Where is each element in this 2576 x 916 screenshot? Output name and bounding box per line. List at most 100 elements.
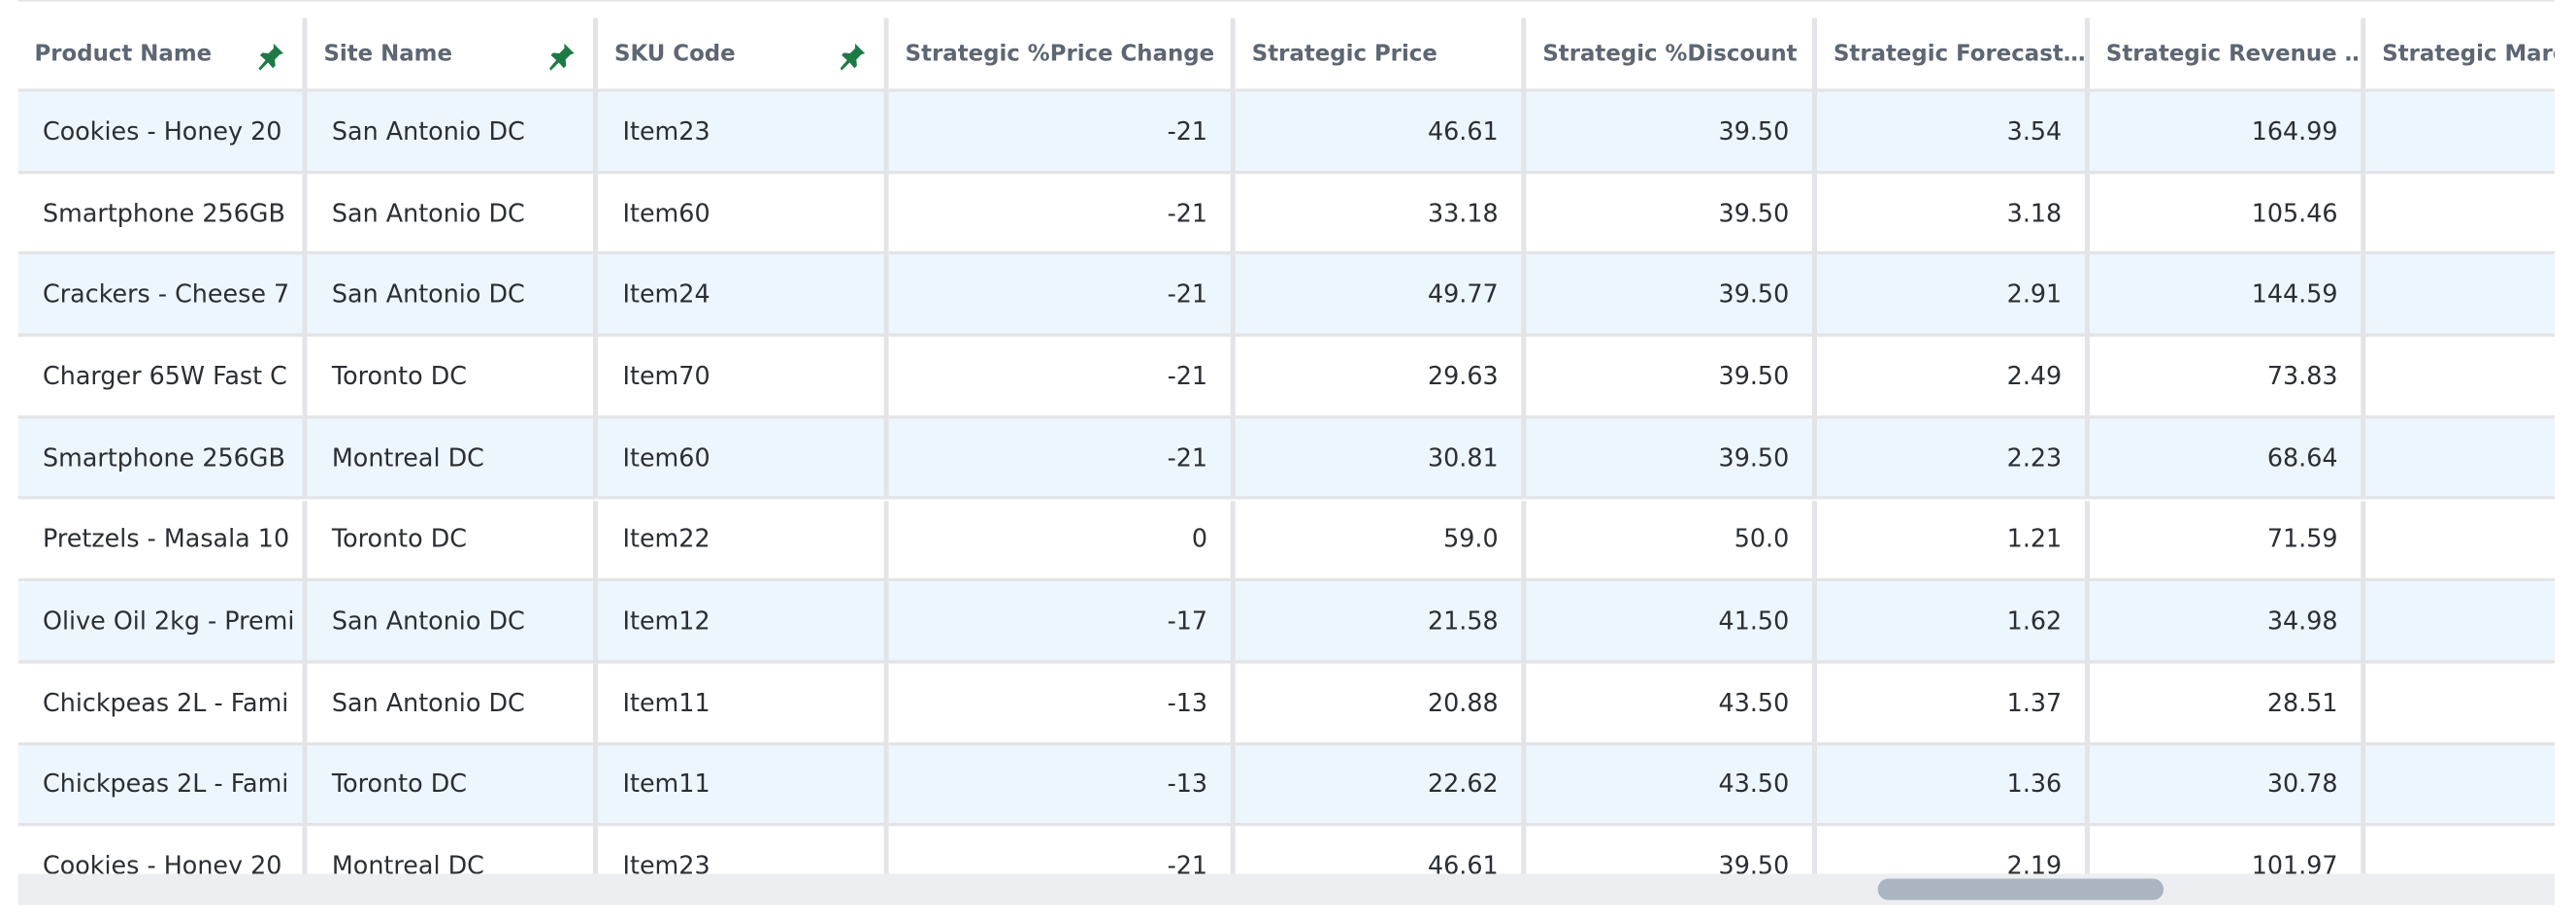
cell-text: Strategic %Discount xyxy=(1542,40,1798,67)
cell-text: Toronto DC xyxy=(331,361,467,391)
table-cell: 22.62 xyxy=(1235,744,1527,827)
table-cell: Smartphone 256GB xyxy=(17,173,308,255)
table-cell: 2.19 xyxy=(1817,826,2090,876)
cell-text: 2.49 xyxy=(2006,361,2063,391)
cell-text: Toronto DC xyxy=(331,769,467,800)
table-cell: Charger 65W Fast C xyxy=(17,337,308,419)
cell-text: Item11 xyxy=(622,687,710,718)
table-cell: San Antonio DC xyxy=(307,581,599,664)
cell-text: 1.36 xyxy=(2006,769,2063,800)
column-header[interactable]: Strategic %Discount xyxy=(1526,17,1818,92)
table-cell xyxy=(2365,581,2555,664)
cell-text: San Antonio DC xyxy=(331,279,525,310)
table-cell: Item23 xyxy=(598,826,889,876)
table-cell: 30.81 xyxy=(1235,418,1527,501)
table-cell: 1.21 xyxy=(1817,500,2090,582)
scrollbar-thumb[interactable] xyxy=(1877,878,2164,900)
table-cell: 39.50 xyxy=(1526,418,1818,501)
table-cell: -13 xyxy=(888,663,1236,745)
table-cell: Chickpeas 2L - Fami xyxy=(17,663,308,745)
table-cell xyxy=(2365,255,2555,338)
table-cell: 43.50 xyxy=(1526,663,1818,745)
table-cell: 73.83 xyxy=(2089,337,2366,419)
cell-text: Pretzels - Masala 10 xyxy=(43,524,290,554)
column-header[interactable]: Strategic Price xyxy=(1235,17,1527,92)
table-cell: Item60 xyxy=(598,173,889,255)
cell-text: 34.98 xyxy=(2266,605,2338,637)
cell-text: 39.50 xyxy=(1718,198,1790,228)
table-cell: -17 xyxy=(888,581,1236,664)
table-cell: San Antonio DC xyxy=(307,255,599,338)
cell-text: Cookies - Honey 20 xyxy=(43,115,282,147)
table-cell: 30.78 xyxy=(2089,744,2366,827)
cell-text: 73.83 xyxy=(2266,361,2338,391)
cell-text: Montreal DC xyxy=(331,442,484,473)
table-cell: San Antonio DC xyxy=(307,663,599,745)
cell-text: Item12 xyxy=(622,605,710,637)
column-header[interactable]: Site Name xyxy=(307,17,599,92)
column-header[interactable]: Strategic Revenue … xyxy=(2089,17,2366,92)
table-cell: 49.77 xyxy=(1235,255,1527,338)
cell-text: Item70 xyxy=(622,361,710,391)
cell-text: 50.0 xyxy=(1734,524,1790,554)
table-cell: San Antonio DC xyxy=(307,91,599,174)
table-cell: 39.50 xyxy=(1526,337,1818,419)
cell-text: 164.99 xyxy=(2251,115,2338,147)
table-cell: 2.49 xyxy=(1817,337,2090,419)
column-header[interactable]: Strategic Marg xyxy=(2365,17,2555,92)
cell-text: Strategic Marg xyxy=(2382,40,2555,67)
cell-text: -21 xyxy=(1167,851,1208,876)
cell-text: -21 xyxy=(1167,198,1208,228)
column-header[interactable]: Product Name xyxy=(17,17,308,92)
cell-text: 49.77 xyxy=(1427,279,1499,310)
data-grid: Product Name Site Name SKU Code Strategic %… xyxy=(17,0,2555,876)
cell-text: 1.62 xyxy=(2006,605,2063,637)
cell-text: 2.91 xyxy=(2006,279,2063,310)
table-cell: 46.61 xyxy=(1235,826,1527,876)
table-cell xyxy=(2365,500,2555,582)
table-cell: Chickpeas 2L - Fami xyxy=(17,744,308,827)
cell-text: 43.50 xyxy=(1718,687,1790,718)
cell-text: Item22 xyxy=(622,524,710,554)
cell-text: Strategic Forecast… xyxy=(1833,40,2086,67)
cell-text: 28.51 xyxy=(2266,687,2338,718)
table-cell: Item11 xyxy=(598,663,889,745)
cell-text: 39.50 xyxy=(1718,279,1790,310)
table-cell: Item12 xyxy=(598,581,889,664)
column-header[interactable]: Strategic Forecast… xyxy=(1817,17,2090,92)
table-cell: 29.63 xyxy=(1235,337,1527,419)
table-cell: -21 xyxy=(888,91,1236,174)
table-cell: 71.59 xyxy=(2089,500,2366,582)
pin-icon[interactable] xyxy=(256,41,285,71)
cell-text: 2.19 xyxy=(2006,851,2063,876)
table-cell: San Antonio DC xyxy=(307,173,599,255)
table-cell: Crackers - Cheese 7 xyxy=(17,255,308,338)
cell-text: Product Name xyxy=(34,40,213,67)
cell-text: Site Name xyxy=(323,40,452,67)
table-cell: 101.97 xyxy=(2089,826,2366,876)
table-cell: Item60 xyxy=(598,418,889,501)
cell-text: San Antonio DC xyxy=(331,198,525,228)
cell-text: Chickpeas 2L - Fami xyxy=(43,687,289,718)
cell-text: San Antonio DC xyxy=(331,687,525,718)
cell-text: 2.23 xyxy=(2006,442,2063,473)
cell-text: -21 xyxy=(1167,361,1208,391)
pin-icon[interactable] xyxy=(547,41,577,71)
table-cell: -21 xyxy=(888,255,1236,338)
table-cell: 20.88 xyxy=(1235,663,1527,745)
table-cell: Montreal DC xyxy=(307,418,599,501)
table-cell: 41.50 xyxy=(1526,581,1818,664)
cell-text: Crackers - Cheese 7 xyxy=(43,279,290,310)
table-cell: 39.50 xyxy=(1526,826,1818,876)
pin-icon[interactable] xyxy=(838,41,867,71)
column-header[interactable]: SKU Code xyxy=(598,17,889,92)
table-cell: 3.18 xyxy=(1817,173,2090,255)
table-cell: Montreal DC xyxy=(307,826,599,876)
table-cell: -21 xyxy=(888,337,1236,419)
cell-text: Strategic Revenue … xyxy=(2105,40,2366,67)
cell-text: Toronto DC xyxy=(331,524,467,554)
cell-text: 33.18 xyxy=(1427,198,1499,228)
table-cell: Toronto DC xyxy=(307,744,599,827)
cell-text: San Antonio DC xyxy=(331,115,525,147)
column-header[interactable]: Strategic %Price Change xyxy=(888,17,1236,92)
